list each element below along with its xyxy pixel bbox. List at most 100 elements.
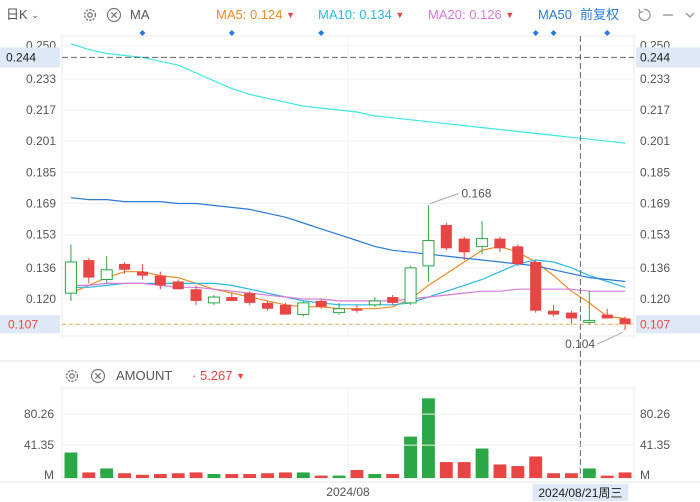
last-price-tag [0, 315, 60, 334]
event-marker [532, 30, 539, 36]
volume-bar [368, 474, 382, 478]
volume-bar [511, 466, 525, 478]
candle-body [404, 267, 417, 304]
candle-body [119, 263, 131, 270]
candle-body [333, 308, 346, 314]
price-tick-label: 0.136 [640, 261, 670, 275]
candle-body [226, 297, 238, 301]
volume-bar [493, 464, 507, 478]
crosshair-price-tag [0, 47, 60, 68]
reset-icon[interactable] [636, 7, 652, 23]
candle-body [601, 314, 613, 319]
candle-body [262, 302, 274, 309]
candle-body [190, 289, 202, 301]
settings-gear-icon[interactable] [64, 368, 80, 384]
candle-body [172, 281, 184, 290]
price-tick-label: 0.185 [640, 165, 670, 179]
volume-bar [189, 472, 203, 478]
candle-body [512, 246, 524, 264]
volume-bar [547, 473, 560, 478]
down-arrow-icon: ▼ [505, 10, 515, 20]
price-tick-label: 0.201 [26, 134, 56, 148]
settings-gear-icon[interactable] [82, 7, 98, 23]
price-tick-label: 0.153 [26, 228, 56, 242]
candle-body [565, 312, 577, 319]
volume-bar [171, 473, 185, 478]
event-marker [318, 30, 325, 36]
volume-bar [261, 473, 274, 478]
last-price-label: 0.107 [8, 317, 38, 331]
price-tick-label: 0.120 [640, 292, 670, 306]
price-tick-label: 0.217 [26, 103, 56, 117]
volume-bar [153, 474, 167, 478]
minimize-icon[interactable] [660, 7, 676, 23]
price-tick-label: 0.120 [26, 292, 56, 306]
down-arrow-icon: ▼ [395, 10, 405, 20]
event-marker [604, 30, 611, 36]
close-icon[interactable] [106, 7, 122, 23]
price-tick-label: 0.169 [26, 197, 56, 211]
volume-bar [529, 456, 543, 478]
ma-line-ma120 [70, 43, 626, 144]
volume-bar [100, 468, 114, 478]
price-tick-label: 0.136 [26, 261, 56, 275]
close-icon[interactable] [90, 368, 106, 384]
candle-body [548, 310, 560, 315]
chevron-down-icon: ⌄ [31, 10, 39, 20]
price-tick-label: 0.201 [640, 134, 670, 148]
chart-toolbar: 日K ⌄ MA MA5: 0.124 ▼ MA10: 0.134 ▼ MA20:… [0, 0, 700, 30]
volume-indicator-value: · 5.267 ▼ [192, 368, 246, 383]
volume-bar [332, 475, 346, 478]
volume-indicator-name[interactable]: AMOUNT [116, 368, 173, 383]
volume-bar [618, 472, 632, 478]
candle-body [207, 296, 220, 304]
candle-body [619, 318, 631, 325]
candle-body [64, 261, 77, 294]
period-selector[interactable]: 日K ⌄ [6, 7, 39, 22]
volume-bar [350, 470, 364, 478]
volume-bar [118, 473, 131, 478]
candle-body [315, 300, 327, 307]
price-tick-label: 0.233 [640, 72, 670, 86]
collapse-icon[interactable] [682, 7, 698, 23]
volume-bar [404, 436, 417, 478]
volume-bar [64, 452, 78, 478]
candle-body [136, 271, 148, 276]
ma10-legend[interactable]: MA10: 0.134 ▼ [318, 7, 405, 22]
high-annotation: 0.168 [461, 186, 491, 200]
candle-body [530, 261, 542, 311]
ma20-legend[interactable]: MA20: 0.126 ▼ [428, 7, 515, 22]
ma5-legend[interactable]: MA5: 0.124 ▼ [216, 7, 296, 22]
volume-bar [565, 473, 578, 478]
down-arrow-icon: ▼ [286, 10, 296, 20]
price-tick-label: 0.153 [640, 228, 670, 242]
last-price-label: 0.107 [640, 317, 670, 331]
volume-bar [600, 475, 614, 478]
volume-bar [207, 474, 221, 478]
indicator-name[interactable]: MA [130, 7, 150, 22]
candle-body [154, 275, 166, 286]
price-tick-label: 0.233 [26, 72, 56, 86]
candle-body [297, 302, 310, 316]
candle-body [422, 240, 435, 267]
candle-body [244, 293, 256, 303]
last-price-tag [636, 315, 700, 334]
volume-bar [243, 474, 257, 478]
volume-bar [439, 462, 453, 478]
volume-tick-label: 80.26 [24, 407, 54, 421]
volume-bar [82, 472, 96, 478]
candle-body [583, 319, 596, 323]
candle-body [476, 238, 489, 247]
crosshair-price-label: 0.244 [6, 50, 36, 64]
crosshair-price-label: 0.244 [640, 50, 670, 64]
down-arrow-icon: ▼ [236, 371, 246, 381]
candle-body [440, 224, 452, 249]
high-annotation-leader [430, 193, 459, 204]
candle-body [494, 238, 506, 249]
ma50-legend[interactable]: MA50 [538, 7, 572, 22]
volume-bar [279, 472, 292, 478]
volume-bar [225, 474, 239, 478]
adjust-button[interactable]: 前复权 [580, 7, 620, 22]
volume-tick-label: 41.35 [24, 438, 54, 452]
candle-body [100, 269, 113, 281]
